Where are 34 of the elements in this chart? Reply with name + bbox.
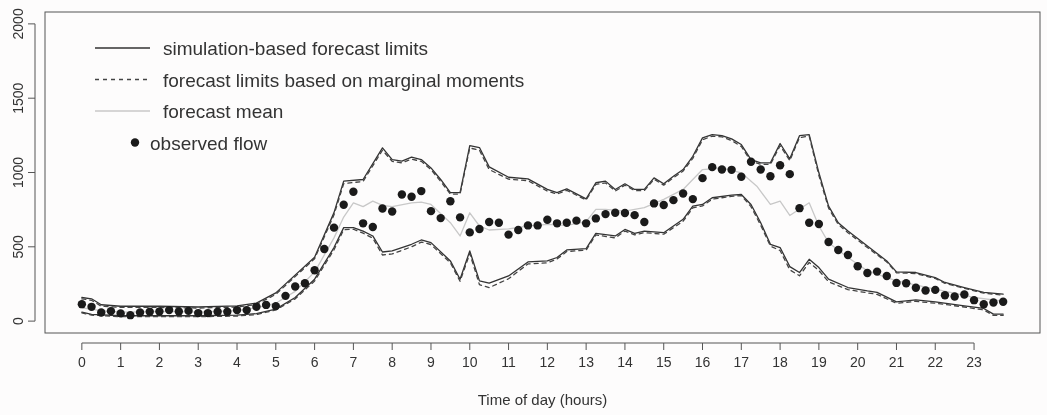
x-tick-label: 14 <box>617 354 633 370</box>
x-tick-label: 9 <box>427 354 436 370</box>
legend-label: simulation-based forecast limits <box>163 38 429 59</box>
x-tick-label: 10 <box>461 354 478 370</box>
x-tick-label: 17 <box>733 354 750 370</box>
x-tick-label: 11 <box>501 354 517 370</box>
x-tick-label: 15 <box>655 354 672 370</box>
x-tick-label: 22 <box>927 354 944 370</box>
x-tick-label: 19 <box>811 354 827 370</box>
x-tick-label: 7 <box>349 354 358 370</box>
legend-label: forecast mean <box>163 101 284 122</box>
x-tick-label: 8 <box>388 354 397 370</box>
x-tick-label: 4 <box>233 354 242 370</box>
legend-label: forecast limits based on marginal moments <box>163 69 525 91</box>
x-tick-label: 20 <box>849 354 866 370</box>
x-tick-label: 23 <box>966 354 983 370</box>
y-tick-label: 0 <box>10 317 26 326</box>
x-tick-label: 2 <box>155 354 164 370</box>
y-tick-label: 2000 <box>10 8 26 40</box>
x-tick-label: 13 <box>578 354 595 370</box>
x-tick-label: 0 <box>77 354 86 370</box>
x-axis-title: Time of day (hours) <box>477 391 608 408</box>
y-tick-label: 1500 <box>10 82 26 114</box>
x-tick-label: 6 <box>310 354 319 370</box>
y-tick-label: 500 <box>10 234 26 259</box>
legend-label: observed flow <box>150 132 268 154</box>
x-tick-label: 12 <box>539 354 556 370</box>
x-tick-label: 5 <box>271 354 280 370</box>
y-tick-label: 1000 <box>10 156 26 189</box>
x-tick-label: 3 <box>194 354 203 370</box>
x-tick-label: 21 <box>888 354 905 370</box>
x-tick-label: 18 <box>772 354 789 370</box>
x-tick-label: 16 <box>694 354 711 370</box>
x-tick-label: 1 <box>116 354 125 370</box>
